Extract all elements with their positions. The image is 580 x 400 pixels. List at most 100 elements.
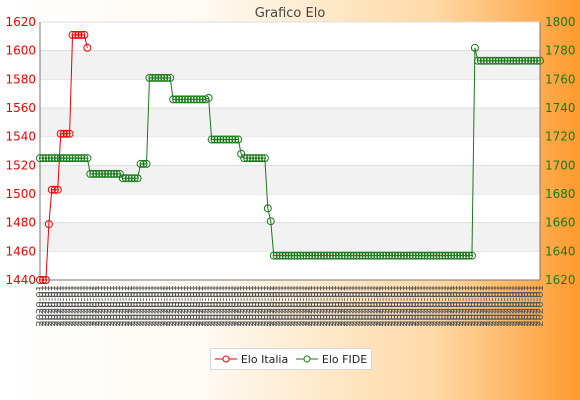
data-point xyxy=(278,251,287,260)
x-tick-label: 2020-01 xyxy=(479,285,490,327)
x-tick-label: 2020-01 xyxy=(494,285,505,327)
x-tick-label: 2020-01 xyxy=(150,285,161,327)
data-point xyxy=(77,30,86,39)
data-point xyxy=(130,174,139,183)
x-tick-label: 2020-01 xyxy=(278,285,289,327)
data-point xyxy=(379,251,388,260)
x-tick-label: 2020-01 xyxy=(257,285,268,327)
data-point xyxy=(482,56,491,65)
x-tick-label: 2020-01 xyxy=(71,285,82,327)
data-point xyxy=(254,154,263,163)
data-point xyxy=(59,154,68,163)
x-tick-label: 2020-01 xyxy=(464,285,475,327)
x-tick-label: 2020-01 xyxy=(168,285,179,327)
x-tick-label: 2020-01 xyxy=(162,285,173,327)
data-point xyxy=(456,251,465,260)
legend-swatch-fide xyxy=(295,355,318,363)
data-point xyxy=(305,251,314,260)
x-tick-label: 2020-01 xyxy=(514,285,525,327)
y-left-tick-label: 1460 xyxy=(5,244,36,258)
x-tick-label: 2020-01 xyxy=(94,285,105,327)
x-tick-label: 2020-01 xyxy=(408,285,419,327)
data-point xyxy=(266,217,275,226)
data-point xyxy=(198,95,207,104)
x-tick-label: 2020-01 xyxy=(399,285,410,327)
legend-item-fide: Elo FIDE xyxy=(295,353,367,366)
x-tick-label: 2020-01 xyxy=(142,285,153,327)
x-tick-label: 2020-01 xyxy=(298,285,309,327)
data-point xyxy=(527,56,536,65)
data-point xyxy=(86,169,95,178)
data-point xyxy=(358,251,367,260)
x-tick-label: 2020-01 xyxy=(405,285,416,327)
x-tick-label: 2020-01 xyxy=(461,285,472,327)
data-point xyxy=(228,135,237,144)
x-tick-label: 2020-01 xyxy=(426,285,437,327)
x-tick-label: 2020-01 xyxy=(88,285,99,327)
data-point xyxy=(166,73,175,82)
data-point xyxy=(195,95,204,104)
data-point xyxy=(92,169,101,178)
data-point xyxy=(127,174,136,183)
y-left-tick-label: 1620 xyxy=(5,15,36,29)
x-tick-label: 2020-01 xyxy=(189,285,200,327)
data-point xyxy=(435,251,444,260)
y-left-tick-label: 1560 xyxy=(5,101,36,115)
x-tick-label: 2020-01 xyxy=(230,285,241,327)
x-tick-label: 2020-01 xyxy=(233,285,244,327)
x-tick-label: 2020-01 xyxy=(251,285,262,327)
x-tick-label: 2020-01 xyxy=(355,285,366,327)
x-tick-label: 2020-01 xyxy=(82,285,93,327)
data-point xyxy=(533,56,542,65)
grid-band xyxy=(40,108,540,137)
x-tick-label: 2020-01 xyxy=(210,285,221,327)
x-tick-label: 2020-01 xyxy=(118,285,129,327)
data-point xyxy=(172,95,181,104)
data-point xyxy=(414,251,423,260)
x-tick-label: 2020-01 xyxy=(50,285,61,327)
data-point xyxy=(340,251,349,260)
data-point xyxy=(225,135,234,144)
data-point xyxy=(275,251,284,260)
data-point xyxy=(47,185,56,194)
x-tick-label: 2020-01 xyxy=(156,285,167,327)
x-tick-label: 2020-01 xyxy=(218,285,229,327)
data-point xyxy=(53,185,62,194)
x-tick-label: 2020-01 xyxy=(417,285,428,327)
x-tick-label: 2020-01 xyxy=(97,285,108,327)
data-point xyxy=(311,251,320,260)
data-point xyxy=(376,251,385,260)
series-1 xyxy=(36,43,544,260)
x-tick-label: 2020-01 xyxy=(529,285,540,327)
data-point xyxy=(429,251,438,260)
x-tick-label: 2020-01 xyxy=(340,285,351,327)
data-point xyxy=(104,169,113,178)
data-point xyxy=(420,251,429,260)
data-point xyxy=(337,251,346,260)
x-tick-label: 2020-01 xyxy=(372,285,383,327)
x-tick-label: 2020-01 xyxy=(227,285,238,327)
data-point xyxy=(423,251,432,260)
x-tick-label: 2020-01 xyxy=(295,285,306,327)
data-point xyxy=(62,154,71,163)
x-tick-label: 2020-01 xyxy=(292,285,303,327)
data-point xyxy=(518,56,527,65)
x-tick-label: 2020-01 xyxy=(467,285,478,327)
data-point xyxy=(485,56,494,65)
data-point xyxy=(476,56,485,65)
data-point xyxy=(467,251,476,260)
x-tick-label: 2020-01 xyxy=(369,285,380,327)
data-point xyxy=(479,56,488,65)
y-right-tick-label: 1620 xyxy=(545,273,576,287)
x-tick-label: 2020-01 xyxy=(449,285,460,327)
x-tick-label: 2020-01 xyxy=(136,285,147,327)
data-point xyxy=(136,159,145,168)
data-point xyxy=(426,251,435,260)
x-tick-label: 2020-01 xyxy=(402,285,413,327)
x-tick-label: 2020-01 xyxy=(499,285,510,327)
data-point xyxy=(222,135,231,144)
x-tick-label: 2020-01 xyxy=(505,285,516,327)
data-point xyxy=(68,154,77,163)
data-point xyxy=(346,251,355,260)
